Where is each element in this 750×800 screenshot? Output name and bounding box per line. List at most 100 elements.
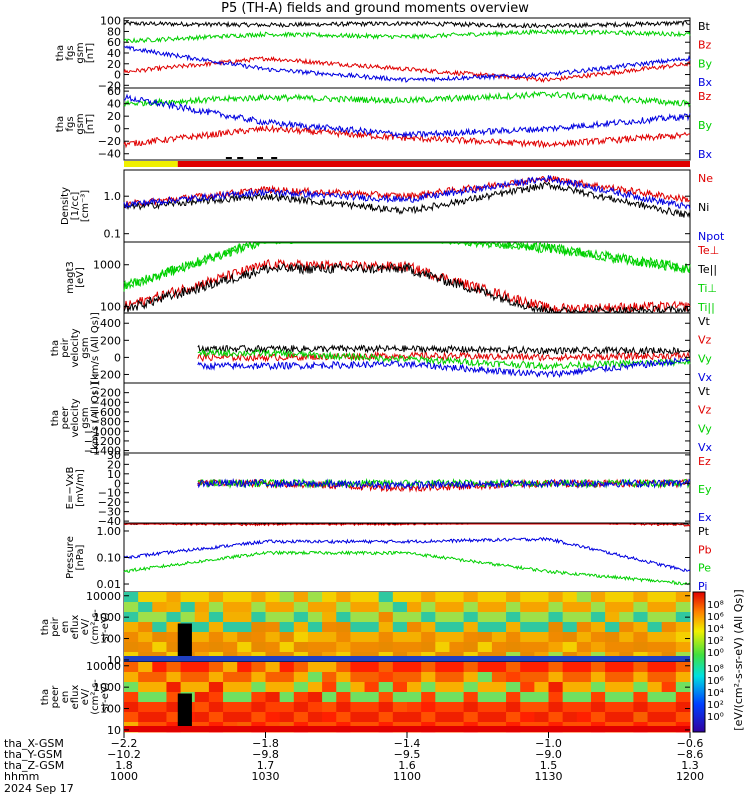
spectrogram-cell [647,602,663,613]
spectrogram-cell [477,602,493,613]
spectrogram-cell [590,702,606,713]
spectrogram-cell [251,632,266,643]
spectrogram-cell [251,682,266,693]
spectrogram-cell [152,662,167,673]
spectrogram-cell [322,642,337,653]
spectrogram-cell [180,672,196,683]
spectrogram-cell [392,642,408,653]
spectrogram-cell [647,612,663,623]
spectrogram-cell [293,712,309,723]
y-axis-label: en [60,691,71,704]
spectrogram-cell [208,632,224,643]
spectrogram-cell [449,692,465,703]
spectrogram-cell [350,622,366,633]
spectrogram-cell [590,632,606,643]
y-tick-label: −400 [91,396,121,409]
spectrogram-cell [392,592,408,603]
y-axis-label: E=−VxB [65,467,76,510]
spectrogram-cell [590,692,606,703]
panel-frame [123,87,691,161]
footer-label-hhmm: hhmm [4,770,40,783]
footer-label-x: tha_X-GSM [4,737,64,750]
spectrogram-cell [576,712,592,723]
spectrogram-cell [350,672,366,683]
spectrogram-cell [491,622,507,633]
spectrogram-cell [633,672,649,683]
spectrogram-cell [633,632,649,643]
y-axis-label: peer [50,685,61,709]
spectrogram-cell [251,612,266,623]
spectrogram-cell [166,642,182,653]
spectrogram-cell [562,692,578,703]
y-axis-label: velocity [70,328,81,367]
spectrogram-cell [293,672,309,683]
legend-entry: Ex [698,511,712,524]
spectrogram-cell [548,672,564,683]
spectrogram-cell [138,592,153,603]
spectrogram-cell [208,692,224,703]
spectrogram-cell [534,662,549,673]
series-line-1-3 [123,28,691,44]
spectrogram-cell [534,672,549,683]
y-axis-label: eflux [70,685,81,710]
spectrogram-cell [491,592,507,603]
spectrogram-cell [407,612,422,623]
spectrogram-cell [647,702,663,713]
spectrogram-cell [166,612,182,623]
spectrogram-cell [421,692,436,703]
spectrogram-cell [364,682,380,693]
y-tick-label: 0.1 [104,228,122,241]
spectrogram-cell [576,622,592,633]
y-axis-label: Density [60,187,71,225]
spectrogram-cell [520,682,535,693]
spectrogram-cell [180,662,196,673]
spectrogram-cell [463,662,479,673]
burst-marker [271,157,278,159]
spectrogram-cell [491,662,507,673]
spectrogram-cell [237,622,252,633]
colorbar-tick-label: 10⁶ [707,676,724,687]
y-tick-label: 0.10 [97,552,122,565]
spectrogram-cell [138,702,153,713]
spectrogram-cell [661,712,677,723]
spectrogram-cell [237,672,252,683]
spectrogram-cell [675,692,691,703]
spectrogram-cell [661,662,677,673]
y-tick-label: −30 [98,506,121,519]
y-tick-label: 20 [107,458,121,471]
y-tick-label: 100 [100,633,121,646]
y-axis-label: velocity [70,398,81,437]
spectrogram-cell [322,692,337,703]
spectrogram-cell [647,682,663,693]
spectrogram-cell [407,662,422,673]
spectrogram-cell [223,592,238,603]
spectrogram-cell [647,662,663,673]
y-tick-label: 20 [107,58,121,71]
y-tick-label: 20 [107,110,121,123]
spectrogram-cell [307,672,323,683]
spectrogram-cell [166,702,182,713]
spectrogram-cell [322,592,337,603]
y-axis-label: [km/s (All Qs)] [90,382,101,454]
spectrogram-cell [576,642,592,653]
y-tick-label: −40 [98,148,121,161]
series-line-8-2 [123,523,691,527]
spectrogram-cell [520,642,535,653]
footer-value: −9.8 [252,748,279,761]
spectrogram-cell [223,692,238,703]
spectrogram-cell [449,602,465,613]
y-tick-label: 1.0 [104,190,122,203]
spectrogram-cell [265,602,281,613]
spectrogram-cell [223,712,238,723]
legend-entry: Bt [698,20,711,33]
spectrogram-cell [491,712,507,723]
spectrogram-cell [421,672,436,683]
legend-entry: Vx [698,371,713,384]
spectrogram-cell [152,632,167,643]
spectrogram-cell [194,612,210,623]
spectrogram-cell [307,642,323,653]
spectrogram-cell [619,622,634,633]
spectrogram-cell [675,672,691,683]
spectrogram-cell [293,592,309,603]
spectrogram-cell [491,632,507,643]
